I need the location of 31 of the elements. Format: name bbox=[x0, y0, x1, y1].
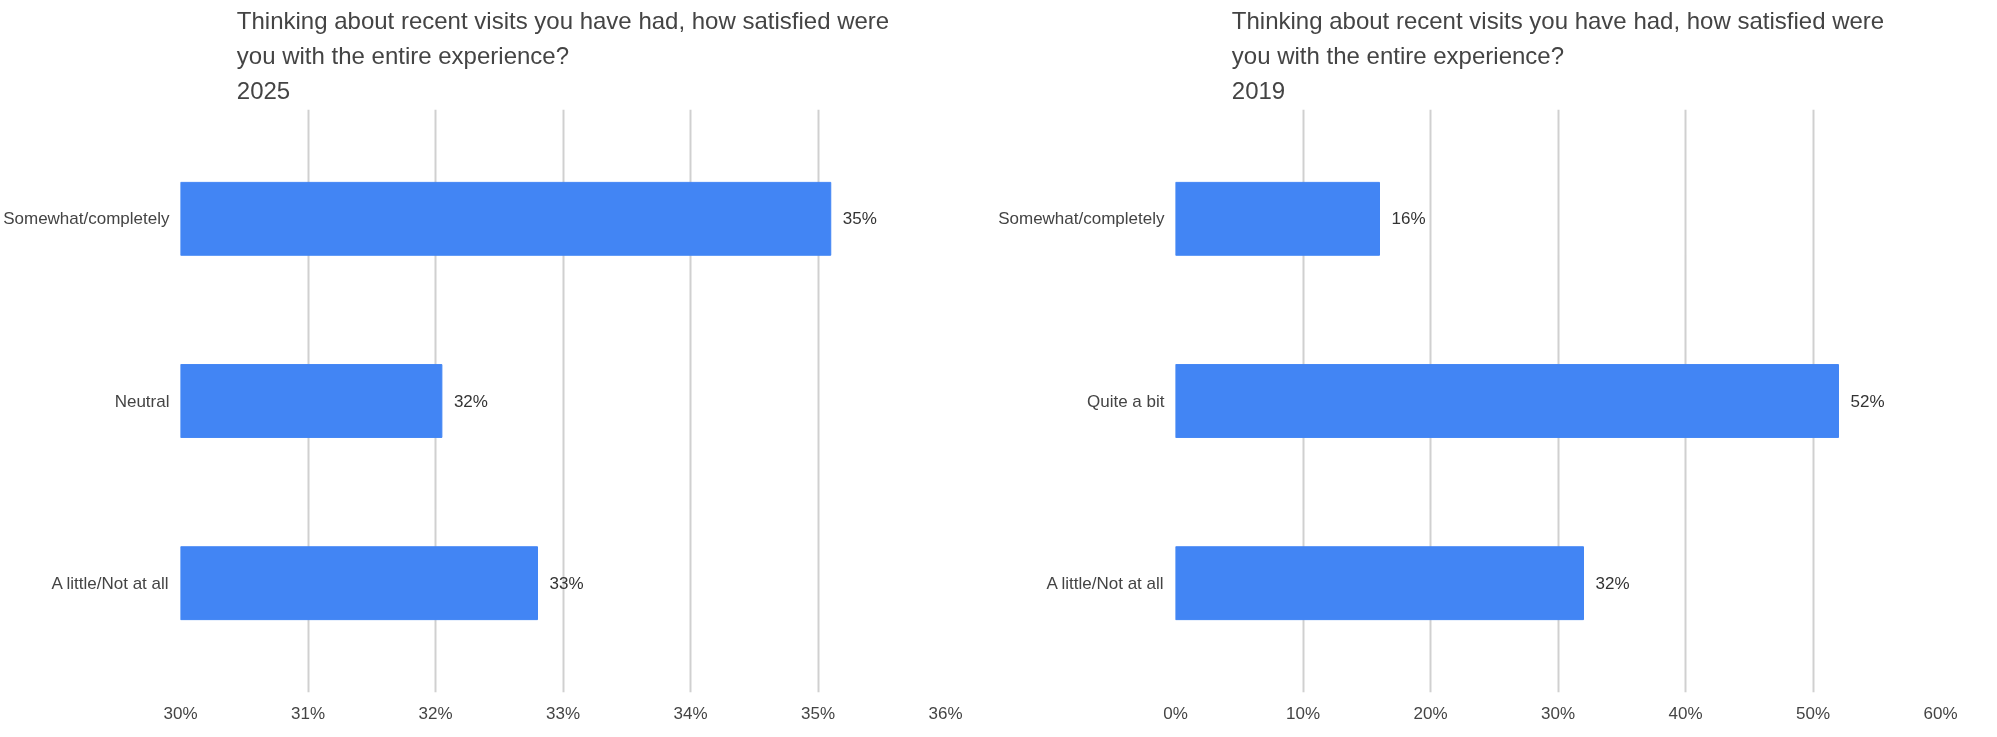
x-tick-label: 34% bbox=[673, 703, 708, 723]
data-label: 35% bbox=[842, 209, 877, 229]
x-tick-label: 40% bbox=[1668, 703, 1703, 723]
y-tick-label: A little/Not at all bbox=[1046, 573, 1164, 593]
bar bbox=[1175, 181, 1380, 256]
x-tick-label: 31% bbox=[290, 703, 326, 723]
x-tick-label: 36% bbox=[928, 703, 963, 723]
chart-title: Thinking about recent visits you have had, how satisfied were you with the entire experience? 2019 bbox=[1231, 7, 1885, 105]
x-tick-label: 10% bbox=[1285, 703, 1321, 723]
data-label: 52% bbox=[1850, 391, 1885, 411]
y-tick-label: A little/Not at all bbox=[51, 573, 169, 593]
x-tick-label: 30% bbox=[163, 703, 198, 723]
data-label: 33% bbox=[549, 573, 584, 593]
x-tick-label: 32% bbox=[418, 703, 453, 723]
y-tick-label: Quite a bit bbox=[1087, 391, 1165, 411]
x-tick-label: 33% bbox=[545, 703, 581, 723]
y-tick-label: Somewhat/completely bbox=[3, 209, 170, 229]
chart-title: Thinking about recent visits you have had, how satisfied were you with the entire experience? 2025 bbox=[236, 7, 890, 105]
data-label: 32% bbox=[453, 391, 488, 411]
bar bbox=[1175, 364, 1839, 438]
x-tick-label: 20% bbox=[1413, 703, 1448, 723]
data-label: 16% bbox=[1391, 209, 1426, 229]
x-tick-label: 30% bbox=[1540, 703, 1576, 723]
x-tick-label: 50% bbox=[1795, 703, 1831, 723]
x-tick-label: 0% bbox=[1163, 703, 1188, 723]
bar bbox=[1175, 546, 1584, 621]
y-tick-label: Neutral bbox=[114, 391, 170, 411]
y-tick-label: Somewhat/completely bbox=[998, 209, 1165, 229]
data-label: 32% bbox=[1595, 573, 1630, 593]
x-tick-label: 60% bbox=[1923, 703, 1958, 723]
x-tick-label: 35% bbox=[800, 703, 836, 723]
